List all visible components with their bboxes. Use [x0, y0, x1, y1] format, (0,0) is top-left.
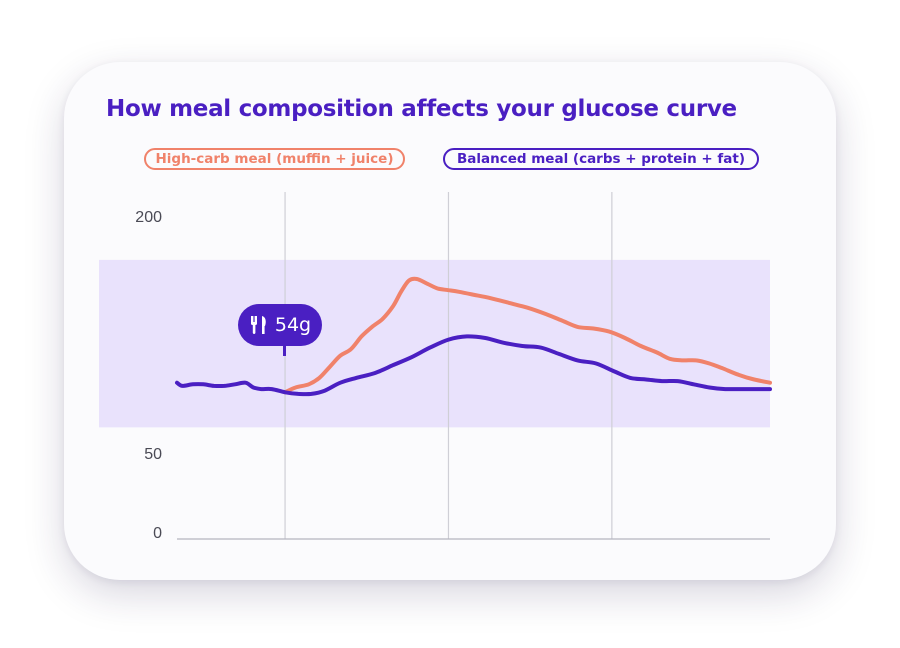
y-tick-label: 0 [153, 525, 162, 542]
balanced-line [175, 334, 772, 397]
meal-marker-pointer [283, 346, 286, 356]
chart-title: How meal composition affects your glucos… [106, 96, 737, 122]
legend-balanced[interactable]: Balanced meal (carbs + protein + fat) [443, 148, 759, 170]
meal-marker[interactable]: 54g [238, 304, 322, 346]
y-tick-label: 50 [144, 446, 162, 463]
y-tick-label: 200 [135, 209, 162, 226]
meal-marker-label: 54g [274, 314, 312, 336]
fork-knife-icon [250, 316, 266, 334]
legend-high-carb[interactable]: High-carb meal (muffin + juice) [144, 148, 405, 170]
high-carb-line [283, 276, 772, 395]
